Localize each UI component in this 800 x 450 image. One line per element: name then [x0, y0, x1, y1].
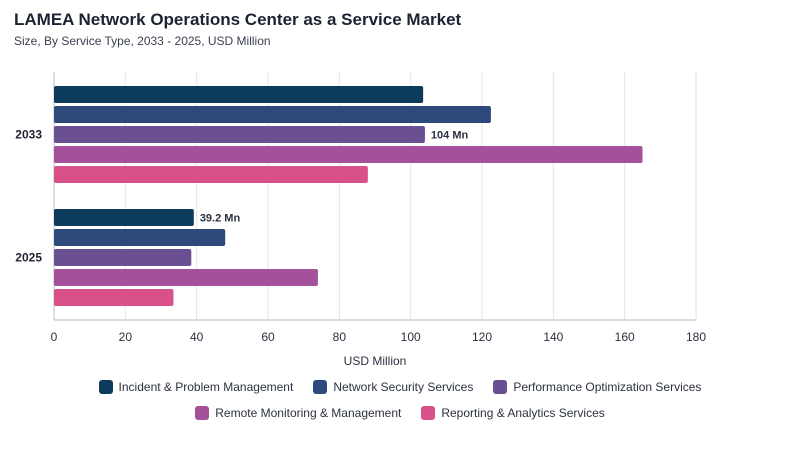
chart-legend: Incident & Problem Management Network Se…	[0, 380, 800, 432]
legend-label-network-security: Network Security Services	[333, 380, 474, 394]
bar-2025-reporting-analytics-services	[54, 289, 174, 306]
legend-item-remote-monitoring: Remote Monitoring & Management	[195, 406, 401, 420]
x-tick-label-0: 0	[51, 330, 58, 344]
legend-swatch-remote-monitoring	[195, 406, 210, 420]
bar-2025-performance-optimization-services	[54, 249, 192, 266]
x-tick-label-160: 160	[615, 330, 635, 344]
legend-swatch-reporting	[421, 406, 436, 420]
x-tick-label-40: 40	[190, 330, 204, 344]
bar-2033-remote-monitoring-management	[54, 146, 643, 163]
legend-swatch-incident	[98, 380, 113, 394]
x-tick-label-20: 20	[119, 330, 133, 344]
legend-label-incident: Incident & Problem Management	[118, 380, 294, 394]
category-label-2025: 2025	[15, 251, 42, 265]
legend-swatch-network-security	[313, 380, 328, 394]
x-tick-label-120: 120	[472, 330, 492, 344]
bar-chart: 0 20 40 60 80 100 120 140 160 180 USD Million 2033 1…	[15, 72, 706, 368]
legend-item-reporting: Reporting & Analytics Services	[421, 406, 605, 420]
legend-label-performance: Performance Optimization Services	[513, 380, 702, 394]
x-tick-label-80: 80	[333, 330, 347, 344]
chart-subtitle: Size, By Service Type, 2033 - 2025, USD …	[14, 34, 271, 48]
legend-row-2: Remote Monitoring & Management Reporting…	[0, 406, 800, 420]
x-tick-label-140: 140	[543, 330, 563, 344]
x-tick-label-100: 100	[401, 330, 421, 344]
x-tick-label-60: 60	[261, 330, 275, 344]
bar-2025-network-security-services	[54, 229, 226, 246]
legend-label-reporting: Reporting & Analytics Services	[441, 406, 605, 420]
bar-2033-performance-optimization-services	[54, 126, 425, 143]
data-label-2025-incident-problem-management: 39.2 Mn	[200, 213, 241, 225]
bar-2025-incident-problem-management	[54, 209, 194, 226]
x-tick-label-180: 180	[686, 330, 706, 344]
legend-label-remote-monitoring: Remote Monitoring & Management	[215, 406, 402, 420]
legend-item-network-security: Network Security Services	[313, 380, 473, 394]
bar-2033-network-security-services	[54, 106, 491, 123]
legend-row-1: Incident & Problem Management Network Se…	[0, 380, 800, 394]
bar-2025-remote-monitoring-management	[54, 269, 318, 286]
x-axis-title: USD Million	[344, 354, 407, 368]
chart-title: LAMEA Network Operations Center as a Ser…	[14, 10, 462, 29]
bar-2033-reporting-analytics-services	[54, 166, 368, 183]
legend-swatch-performance	[493, 380, 508, 394]
legend-item-performance: Performance Optimization Services	[493, 380, 701, 394]
data-label-2033-performance-optimization-services: 104 Mn	[431, 130, 469, 142]
category-label-2033: 2033	[15, 128, 42, 142]
bar-2033-incident-problem-management	[54, 86, 424, 103]
legend-item-incident: Incident & Problem Management	[98, 380, 294, 394]
